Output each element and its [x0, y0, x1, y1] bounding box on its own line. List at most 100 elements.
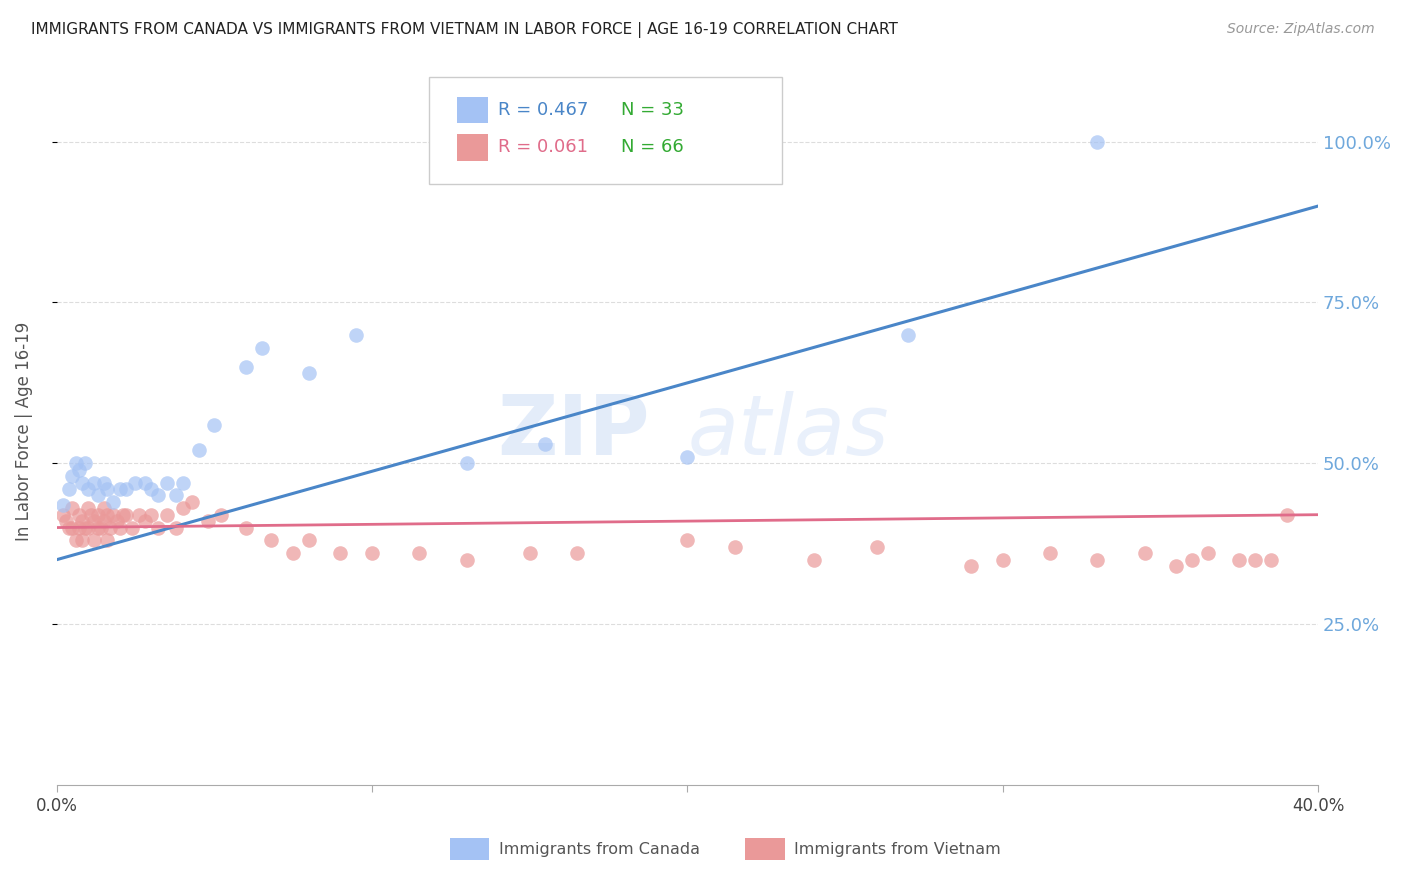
Point [77, 482, 100, 496]
Point [1133, 546, 1156, 560]
Point [456, 456, 478, 470]
Point [676, 450, 699, 464]
Point [235, 520, 257, 534]
Point [52, 498, 75, 512]
Text: Source: ZipAtlas.com: Source: ZipAtlas.com [1227, 22, 1375, 37]
Point [93, 501, 115, 516]
Point [93, 514, 115, 528]
Point [1181, 552, 1204, 566]
Point [202, 417, 225, 432]
Point [67, 508, 90, 522]
Text: N = 66: N = 66 [620, 138, 683, 156]
Point [1244, 552, 1267, 566]
Point [90, 520, 112, 534]
Point [65, 456, 87, 470]
Point [83, 533, 105, 548]
Point [344, 327, 367, 342]
Point [80, 508, 103, 522]
Text: Immigrants from Vietnam: Immigrants from Vietnam [794, 842, 1001, 856]
Point [197, 514, 219, 528]
Point [73, 520, 96, 534]
FancyBboxPatch shape [429, 78, 782, 184]
Point [146, 488, 169, 502]
Point [1275, 508, 1298, 522]
Point [281, 546, 304, 560]
Point [724, 540, 747, 554]
Point [105, 514, 128, 528]
Point [1166, 559, 1188, 574]
FancyBboxPatch shape [457, 96, 488, 123]
FancyBboxPatch shape [457, 134, 488, 161]
Point [1085, 552, 1108, 566]
Point [58, 520, 80, 534]
Point [86, 520, 108, 534]
Point [897, 327, 920, 342]
Point [519, 546, 541, 560]
Text: atlas: atlas [688, 391, 889, 472]
Point [1085, 135, 1108, 149]
Point [803, 552, 825, 566]
Point [156, 508, 179, 522]
Point [156, 475, 179, 490]
Point [298, 366, 321, 380]
Point [141, 482, 163, 496]
Text: R = 0.061: R = 0.061 [498, 138, 588, 156]
Point [67, 520, 90, 534]
Point [865, 540, 887, 554]
Text: ZIP: ZIP [498, 391, 650, 472]
Point [86, 488, 108, 502]
Point [77, 501, 100, 516]
Point [172, 501, 194, 516]
Point [187, 443, 209, 458]
Point [1197, 546, 1219, 560]
Point [172, 475, 194, 490]
Point [134, 514, 156, 528]
Point [52, 508, 75, 522]
Point [456, 552, 478, 566]
Point [534, 437, 557, 451]
Point [55, 514, 77, 528]
Point [124, 475, 146, 490]
Point [209, 508, 232, 522]
Point [361, 546, 384, 560]
Point [1227, 552, 1250, 566]
Point [250, 341, 273, 355]
Point [408, 546, 430, 560]
Point [73, 456, 96, 470]
Point [960, 559, 983, 574]
Point [146, 520, 169, 534]
Point [141, 508, 163, 522]
Point [134, 475, 156, 490]
Point [115, 508, 138, 522]
Text: N = 33: N = 33 [620, 101, 683, 119]
Text: IMMIGRANTS FROM CANADA VS IMMIGRANTS FROM VIETNAM IN LABOR FORCE | AGE 16-19 COR: IMMIGRANTS FROM CANADA VS IMMIGRANTS FRO… [31, 22, 898, 38]
Point [260, 533, 283, 548]
Point [103, 508, 125, 522]
Point [166, 488, 188, 502]
Point [58, 482, 80, 496]
Point [235, 359, 257, 374]
Point [128, 508, 150, 522]
Point [181, 495, 204, 509]
Point [83, 514, 105, 528]
Point [98, 520, 121, 534]
Point [108, 520, 131, 534]
Point [96, 533, 118, 548]
Point [1260, 552, 1282, 566]
Y-axis label: In Labor Force | Age 16-19: In Labor Force | Age 16-19 [15, 321, 32, 541]
Text: R = 0.467: R = 0.467 [498, 101, 589, 119]
Point [111, 508, 134, 522]
Point [83, 475, 105, 490]
Point [60, 520, 83, 534]
Point [96, 508, 118, 522]
Point [93, 475, 115, 490]
Point [166, 520, 188, 534]
Point [60, 469, 83, 483]
Point [991, 552, 1014, 566]
Point [70, 533, 93, 548]
Point [67, 463, 90, 477]
Point [115, 482, 138, 496]
Point [121, 520, 143, 534]
Point [108, 482, 131, 496]
Point [60, 501, 83, 516]
